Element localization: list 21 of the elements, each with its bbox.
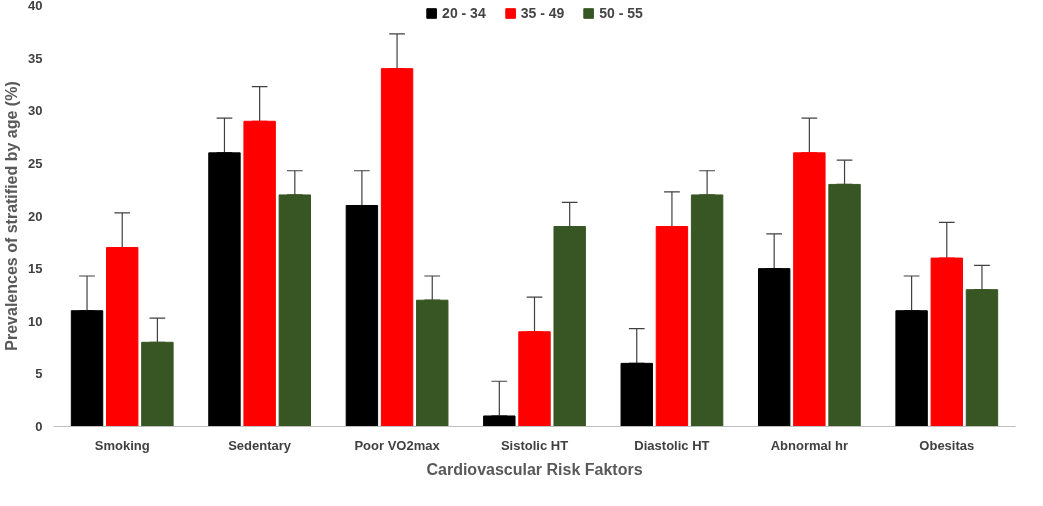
y-tick-label: 40	[28, 0, 43, 13]
x-tick-label: Diastolic HT	[634, 437, 710, 453]
y-tick-label: 15	[28, 261, 43, 277]
y-tick-label: 25	[28, 155, 43, 171]
y-tick-label: 30	[28, 103, 43, 119]
x-tick-label: Sedentary	[228, 437, 292, 453]
y-tick-label: 10	[28, 313, 43, 329]
y-tick-label: 20	[28, 208, 43, 224]
legend-label: 35 - 49	[520, 5, 565, 21]
y-tick-label: 0	[35, 419, 43, 434]
legend-label: 50 - 55	[599, 5, 643, 21]
x-tick-label: Smoking	[94, 437, 150, 453]
legend-label: 20 - 34	[442, 5, 486, 21]
y-tick-label: 35	[28, 50, 43, 66]
y-tick-label: 5	[35, 366, 43, 382]
x-tick-label: Sistolic HT	[500, 437, 569, 453]
y-axis-title: Prevalences of stratified by age (%)	[3, 81, 21, 351]
x-tick-label: Poor VO2max	[354, 437, 441, 453]
x-axis-title: Cardiovascular Risk Faktors	[426, 460, 643, 478]
x-tick-label: Abnormal hr	[770, 437, 849, 453]
x-tick-label: Obesitas	[919, 437, 975, 453]
